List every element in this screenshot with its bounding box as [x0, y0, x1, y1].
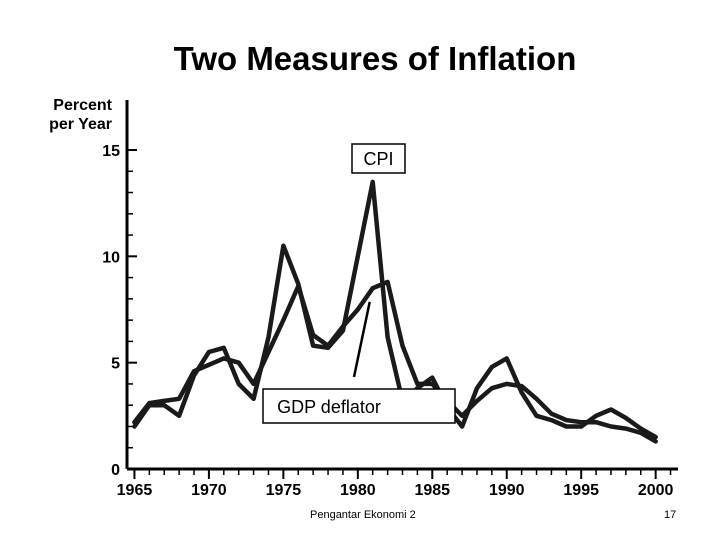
y-axis-label-line-2: per Year [49, 116, 112, 133]
y-tick-label: 15 [102, 143, 120, 160]
cpi-label-box [351, 143, 406, 174]
gdp-deflator-label-box [262, 388, 456, 424]
chart-axes: 0 5 10 15 1965 1970 1975 1980 1985 1990 1995 2000 [102, 100, 678, 499]
x-tick-label: 1970 [191, 482, 227, 499]
x-tick-label: 1980 [340, 482, 376, 499]
chart-annotations: CPI GDP deflator [262, 143, 456, 424]
series-line-cpi [132, 179, 658, 440]
x-tick-label: 2000 [638, 482, 674, 499]
x-tick-label: 1985 [414, 482, 450, 499]
y-tick-label: 5 [111, 356, 120, 373]
x-tick-label: 1975 [266, 482, 302, 499]
series-line-gdp-deflator [132, 279, 658, 444]
x-tick-label: 1990 [489, 482, 525, 499]
chart-title: Two Measures of Inflation [173, 40, 577, 77]
x-tick-label: 1995 [563, 482, 599, 499]
y-axis-label: Percent per Year [30, 96, 112, 134]
chart-series [132, 179, 658, 444]
page-number: 17 [664, 509, 677, 521]
y-tick-label: 0 [111, 462, 120, 479]
y-tick-label: 10 [102, 249, 120, 266]
footer-text: Pengantar Ekonomi 2 [310, 509, 416, 521]
gdp-deflator-pointer-line [352, 301, 371, 378]
cpi-label: CPI [363, 149, 393, 169]
x-tick-label: 1965 [117, 482, 153, 499]
gdp-deflator-label: GDP deflator [277, 397, 381, 417]
y-axis-label-line-1: Percent [53, 97, 112, 114]
